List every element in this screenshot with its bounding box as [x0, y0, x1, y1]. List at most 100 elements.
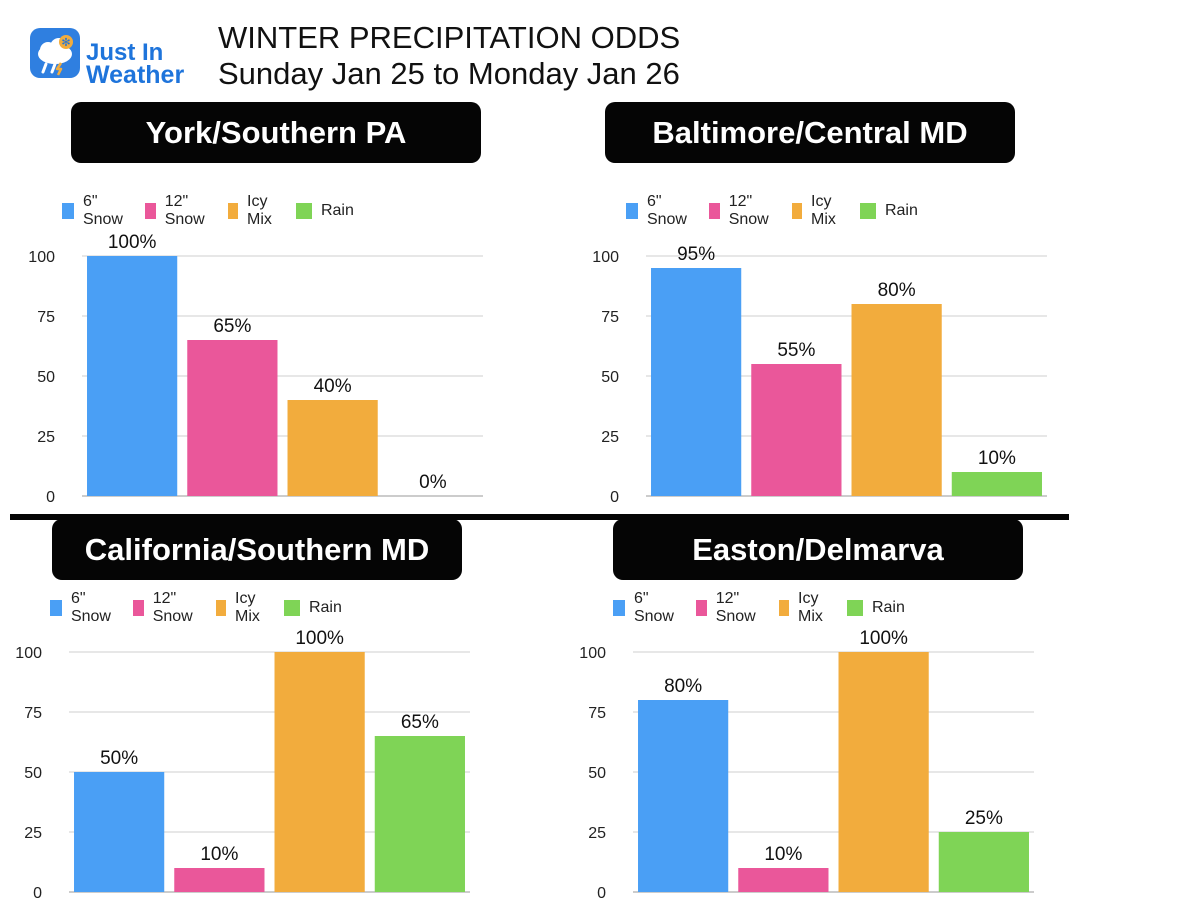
bar	[638, 700, 729, 892]
legend-label: 12" Snow	[164, 193, 205, 228]
legend-item: Icy Mix	[228, 193, 278, 229]
bar	[374, 736, 465, 892]
legend-swatch	[62, 203, 74, 219]
legend-swatch	[228, 203, 238, 219]
legend-item: 6" Snow	[626, 193, 691, 229]
y-tick-label: 25	[24, 825, 42, 842]
legend-label: 12" Snow	[728, 193, 769, 228]
chart-legend: 6" Snow 12" Snow Icy Mix Rain	[626, 193, 936, 229]
legend-label: Icy Mix	[811, 193, 836, 228]
legend-swatch	[50, 600, 62, 616]
data-label: 80%	[878, 280, 916, 301]
y-tick-label: 0	[33, 885, 42, 902]
y-tick-label: 50	[588, 765, 606, 782]
legend-item: Icy Mix	[779, 590, 829, 626]
legend-label: 12" Snow	[715, 590, 756, 625]
legend-item: 6" Snow	[613, 590, 678, 626]
legend-swatch	[779, 600, 789, 616]
svg-text:✻: ✻	[61, 36, 70, 49]
legend-item: Icy Mix	[216, 590, 266, 626]
title-line: WINTER PRECIPITATION ODDS	[218, 20, 681, 55]
logo-text-line1: Just In	[86, 39, 164, 66]
y-tick-label: 75	[24, 705, 42, 722]
legend-swatch	[133, 600, 144, 616]
bar	[938, 832, 1029, 892]
page-title: WINTER PRECIPITATION ODDS Sunday Jan 25 …	[218, 20, 680, 92]
legend-label: Rain	[884, 202, 918, 219]
y-tick-label: 100	[592, 249, 619, 266]
bar	[838, 652, 929, 892]
legend-label: 12" Snow	[152, 590, 193, 625]
chart-legend: 6" Snow 12" Snow Icy Mix Rain	[50, 590, 360, 626]
y-tick-label: 50	[24, 765, 42, 782]
bar	[651, 268, 742, 496]
data-label: 65%	[213, 316, 251, 337]
y-tick-label: 75	[601, 309, 619, 326]
data-label: 55%	[777, 340, 815, 361]
y-tick-label: 75	[588, 705, 606, 722]
legend-label: Icy Mix	[798, 590, 823, 625]
legend-label: 6" Snow	[70, 590, 111, 625]
bar	[174, 868, 265, 892]
legend-item: 12" Snow	[145, 193, 210, 229]
legend-label: 6" Snow	[633, 590, 674, 625]
data-label: 0%	[419, 472, 447, 493]
y-tick-label: 50	[601, 369, 619, 386]
chart-title: Baltimore/Central MD	[605, 102, 1015, 163]
data-label: 50%	[100, 748, 138, 769]
legend-swatch	[696, 600, 707, 616]
data-label: 10%	[200, 844, 238, 865]
legend-label: 6" Snow	[82, 193, 123, 228]
y-tick-label: 100	[15, 645, 42, 662]
y-tick-label: 50	[37, 369, 55, 386]
chart-title: York/Southern PA	[71, 102, 481, 163]
legend-item: 6" Snow	[62, 193, 127, 229]
data-label: 100%	[295, 628, 344, 649]
bar	[287, 400, 378, 496]
legend-item: Rain	[846, 599, 905, 617]
legend-label: Icy Mix	[235, 590, 260, 625]
data-label: 95%	[677, 244, 715, 265]
data-label: 10%	[764, 844, 802, 865]
snowflake-rain-cloud-icon: ✻	[30, 28, 80, 78]
chart-legend: 6" Snow 12" Snow Icy Mix Rain	[613, 590, 923, 626]
legend-item: Icy Mix	[792, 193, 842, 229]
y-tick-label: 25	[588, 825, 606, 842]
legend-item: Rain	[283, 599, 342, 617]
legend-item: 12" Snow	[696, 590, 761, 626]
subtitle-line: Sunday Jan 25 to Monday Jan 26	[218, 56, 680, 91]
y-tick-label: 25	[37, 429, 55, 446]
y-tick-label: 0	[46, 489, 55, 506]
data-label: 65%	[401, 712, 439, 733]
legend-item: Rain	[295, 202, 354, 220]
data-label: 10%	[978, 448, 1016, 469]
section-divider	[10, 514, 1069, 520]
bar	[187, 340, 278, 496]
legend-label: 6" Snow	[646, 193, 687, 228]
legend-swatch	[283, 600, 300, 616]
data-label: 100%	[108, 232, 157, 253]
y-tick-label: 100	[579, 645, 606, 662]
legend-swatch	[216, 600, 226, 616]
logo-text-line2: Weather	[86, 61, 185, 89]
y-tick-label: 0	[610, 489, 619, 506]
bar	[74, 772, 165, 892]
legend-swatch	[613, 600, 625, 616]
bar	[951, 472, 1042, 496]
bar	[751, 364, 842, 496]
legend-item: 6" Snow	[50, 590, 115, 626]
legend-swatch	[145, 203, 156, 219]
legend-item: Rain	[859, 202, 918, 220]
y-tick-label: 100	[28, 249, 55, 266]
bar	[274, 652, 365, 892]
legend-swatch	[709, 203, 720, 219]
bar	[738, 868, 829, 892]
y-tick-label: 75	[37, 309, 55, 326]
logo: ✻ Just In Weather	[30, 28, 205, 88]
data-label: 25%	[965, 808, 1003, 829]
legend-label: Rain	[320, 202, 354, 219]
legend-swatch	[626, 203, 638, 219]
chart-title: Easton/Delmarva	[613, 519, 1023, 580]
